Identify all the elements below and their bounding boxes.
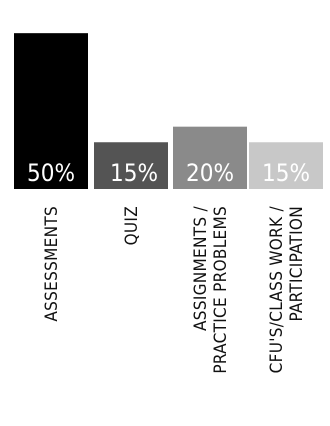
bar-4 [249,142,323,189]
bar-value-label-4: 15% [262,159,310,187]
bar-value-label-3: 20% [186,159,234,187]
bar-1 [14,33,88,189]
category-label-3-line-1: ASSIGNMENTS / [191,205,211,330]
category-label-4-line-1: CFU'S/CLASS WORK / [267,205,287,373]
bar-3 [173,126,247,189]
category-label-3-line-2: PRACTICE PROBLEMS [211,206,231,374]
bar-value-label-1: 50% [27,159,75,187]
category-label-1-line-1: ASSESSMENTS [42,206,62,322]
bar-2 [94,142,168,189]
bar-value-label-2: 15% [110,159,158,187]
category-label-2-line-1: QUIZ [122,206,142,245]
category-label-4-line-2: PARTICIPATION [287,206,307,322]
